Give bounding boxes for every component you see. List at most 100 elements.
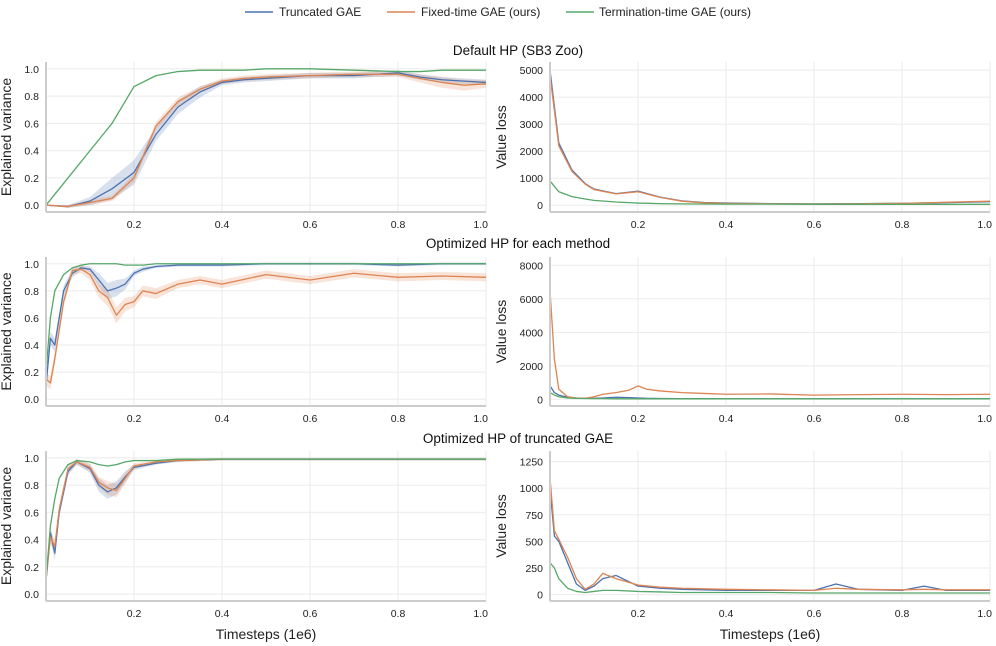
series-line	[549, 180, 990, 205]
panel: 0 250 500 750 1000 1250 0.2 0.4 0.6 0.8 1.0 Value l…	[493, 451, 992, 642]
y-tick-label: 500	[525, 536, 543, 548]
y-tick-label: 1.0	[24, 453, 39, 465]
y-tick-label: 1.0	[24, 64, 39, 76]
panel: 0.0 0.2 0.4 0.6 0.8 1.0 0.2 0.4 0.6 0.8 1.0 Explain…	[0, 257, 488, 425]
legend-label: Fixed-time GAE (ours)	[421, 5, 540, 19]
x-axis-label: Timesteps (1e6)	[216, 626, 317, 642]
x-tick-label: 1.0	[977, 413, 992, 425]
legend-label: Truncated GAE	[279, 5, 361, 19]
series-line	[45, 458, 486, 581]
x-tick-label: 0.4	[719, 219, 734, 231]
y-tick-label: 0	[537, 394, 543, 406]
y-tick-label: 1.0	[24, 259, 39, 271]
y-tick-label: 2000	[520, 146, 544, 158]
x-tick-label: 0.8	[895, 219, 910, 231]
y-tick-label: 0.0	[24, 200, 39, 212]
series-line	[549, 75, 991, 205]
y-tick-label: 1000	[520, 483, 544, 495]
x-tick-label: 0.8	[391, 219, 406, 231]
panel: 0.0 0.2 0.4 0.6 0.8 1.0 0.2 0.4 0.6 0.8 1.0 Explain…	[0, 451, 488, 642]
y-tick-label: 0.2	[24, 367, 39, 379]
series-line	[549, 70, 991, 205]
x-tick-label: 0.2	[127, 219, 142, 231]
x-tick-label: 0.4	[215, 413, 230, 425]
y-tick-label: 0.6	[24, 118, 39, 130]
series-line	[45, 73, 487, 208]
y-tick-label: 0.6	[24, 313, 39, 325]
legend-label: Termination-time GAE (ours)	[599, 5, 751, 19]
y-axis-label: Value loss	[493, 300, 509, 364]
series-line	[549, 488, 990, 592]
legend: Truncated GAE Fixed-time GAE (ours) Termin…	[245, 5, 751, 19]
panel: 0.0 0.2 0.4 0.6 0.8 1.0 0.2 0.4 0.6 0.8 1.0 Explain…	[0, 62, 488, 231]
x-tick-label: 0.4	[215, 219, 230, 231]
y-tick-label: 0.2	[24, 562, 39, 574]
x-tick-label: 0.2	[631, 608, 646, 620]
series-line	[549, 290, 991, 399]
panels: 0.0 0.2 0.4 0.6 0.8 1.0 0.2 0.4 0.6 0.8 1.0 Explain…	[0, 62, 992, 642]
x-tick-label: 0.6	[807, 219, 822, 231]
series-line	[549, 562, 990, 594]
row-title: Optimized HP of truncated GAE	[423, 431, 613, 446]
x-tick-label: 0.4	[719, 413, 734, 425]
series-line	[45, 268, 487, 384]
x-tick-label: 0.6	[807, 413, 822, 425]
y-tick-label: 1000	[520, 173, 544, 185]
series-line	[45, 458, 486, 581]
y-axis-label: Explained variance	[0, 467, 14, 586]
y-axis-label: Explained variance	[0, 272, 14, 391]
y-tick-label: 2000	[520, 361, 544, 373]
y-tick-label: 0.8	[24, 286, 39, 298]
x-tick-label: 0.8	[895, 413, 910, 425]
y-tick-label: 750	[525, 510, 543, 522]
series-line	[45, 458, 486, 581]
y-tick-label: 0.8	[24, 480, 39, 492]
y-tick-label: 6000	[520, 294, 544, 306]
x-tick-label: 0.6	[303, 413, 318, 425]
x-tick-label: 0.2	[631, 219, 646, 231]
y-tick-label: 0.0	[24, 589, 39, 601]
x-tick-label: 0.8	[391, 608, 406, 620]
y-axis-label: Value loss	[493, 494, 509, 558]
y-tick-label: 0.4	[24, 146, 39, 158]
y-tick-label: 1250	[520, 457, 544, 469]
row-title: Optimized HP for each method	[426, 236, 610, 251]
x-tick-label: 1.0	[977, 608, 992, 620]
y-tick-label: 4000	[520, 327, 544, 339]
x-tick-label: 1.0	[473, 219, 488, 231]
y-tick-label: 0.4	[24, 340, 39, 352]
y-tick-label: 0.8	[24, 91, 39, 103]
series-line	[45, 72, 487, 208]
x-tick-label: 1.0	[473, 608, 488, 620]
y-tick-label: 0	[537, 200, 543, 212]
series-band	[46, 70, 486, 208]
y-tick-label: 4000	[520, 92, 544, 104]
y-tick-label: 0.0	[24, 394, 39, 406]
x-tick-label: 1.0	[977, 219, 992, 231]
y-tick-label: 0.6	[24, 507, 39, 519]
y-tick-label: 0.2	[24, 173, 39, 185]
row-titles: Default HP (SB3 Zoo) Optimized HP for eac…	[423, 43, 613, 446]
y-tick-label: 3000	[520, 119, 544, 131]
y-axis-label: Value loss	[493, 105, 509, 169]
y-tick-label: 250	[525, 563, 543, 575]
x-tick-label: 0.4	[215, 608, 230, 620]
series-line	[549, 477, 990, 592]
panel: 0 2000 4000 6000 8000 0.2 0.4 0.6 0.8 1.0 Value lo…	[493, 257, 992, 425]
y-tick-label: 0.4	[24, 535, 39, 547]
x-tick-label: 0.2	[127, 413, 142, 425]
x-axis-label: Timesteps (1e6)	[720, 626, 821, 642]
y-tick-label: 5000	[520, 65, 544, 77]
series-band	[46, 71, 486, 208]
x-tick-label: 1.0	[473, 413, 488, 425]
series-line	[45, 68, 486, 206]
y-axis-label: Explained variance	[0, 78, 14, 197]
series-band	[46, 265, 486, 390]
series-band	[46, 262, 486, 393]
series-band	[46, 457, 486, 588]
y-tick-label: 0	[537, 590, 543, 602]
x-tick-label: 0.2	[127, 608, 142, 620]
x-tick-label: 0.8	[895, 608, 910, 620]
series-band	[46, 457, 486, 588]
